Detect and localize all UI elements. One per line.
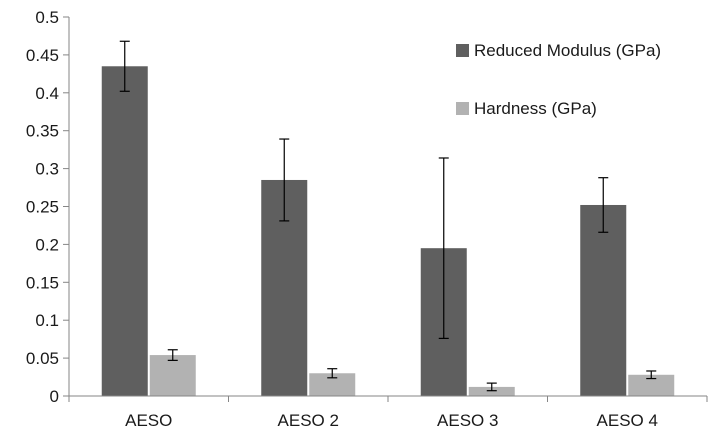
bar-hardness: [628, 374, 675, 396]
bar-hardness: [309, 373, 356, 396]
y-tick-label: 0.2: [35, 235, 59, 254]
y-tick-label: 0.45: [26, 46, 59, 65]
y-tick-label: 0.35: [26, 122, 59, 141]
legend-label: Hardness (GPa): [474, 99, 597, 118]
error-bars: [119, 40, 657, 392]
y-tick-label: 0.1: [35, 311, 59, 330]
x-tick-label: AESO 3: [437, 411, 498, 430]
y-tick-label: 0.3: [35, 160, 59, 179]
bars: [101, 66, 675, 397]
x-tick-label: AESO 2: [278, 411, 339, 430]
x-tick-label: AESO 4: [597, 411, 658, 430]
y-tick-label: 0: [50, 387, 59, 406]
bar-hardness: [468, 386, 515, 396]
bar-reduced-modulus: [580, 204, 627, 396]
axes: [63, 16, 708, 402]
legend-swatch: [456, 44, 469, 57]
bar-reduced-modulus: [101, 66, 148, 397]
legend-swatch: [456, 102, 469, 115]
x-tick-label: AESO: [125, 411, 172, 430]
legend-label: Reduced Modulus (GPa): [474, 41, 661, 60]
x-axis-tick-labels: AESO AESO 2 AESO 3 AESO 4: [125, 411, 658, 430]
bar-hardness: [149, 355, 196, 396]
legend: Reduced Modulus (GPa) Hardness (GPa): [456, 41, 661, 118]
y-axis-tick-labels: 0 0.05 0.1 0.15 0.2 0.25 0.3 0.35 0.4 0.45 0.5: [26, 8, 59, 406]
y-tick-label: 0.4: [35, 84, 59, 103]
y-tick-label: 0.05: [26, 349, 59, 368]
y-tick-label: 0.5: [35, 8, 59, 27]
y-tick-label: 0.25: [26, 198, 59, 217]
y-tick-label: 0.15: [26, 273, 59, 292]
